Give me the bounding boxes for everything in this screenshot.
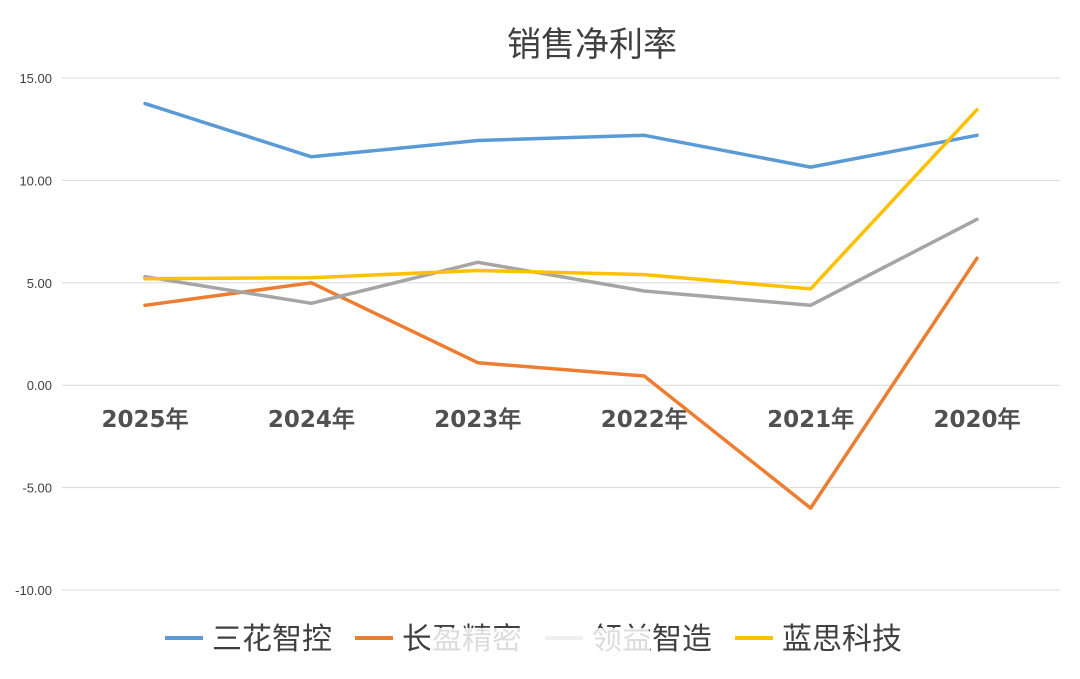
legend-label: 三花智控: [212, 622, 332, 657]
gridlines: [62, 77, 1060, 591]
x-tick-label: 2021年: [767, 406, 854, 433]
y-tick-label: -5.00: [22, 481, 52, 496]
y-axis: -10.00 -5.00 0.00 5.00 10.00 15.00: [15, 71, 52, 598]
series-line: [143, 256, 979, 510]
x-tick-label: 2025年: [101, 406, 188, 433]
y-tick-label: 10.00: [19, 173, 52, 188]
y-tick-label: 5.00: [27, 276, 52, 291]
series-line: [143, 107, 979, 291]
y-tick-label: 15.00: [19, 71, 52, 86]
y-tick-label: -10.00: [15, 583, 52, 598]
x-tick-label: 2022年: [601, 406, 688, 433]
x-tick-label: 2024年: [268, 406, 355, 433]
legend-label: 蓝思科技: [782, 622, 902, 657]
chart-title: 销售净利率: [507, 25, 677, 65]
watermark-overlay: [430, 628, 650, 666]
y-tick-label: 0.00: [27, 378, 52, 393]
series-line: [143, 217, 979, 308]
x-tick-label: 2020年: [933, 406, 1020, 433]
x-axis: 2025年 2024年 2023年 2022年 2021年 2020年: [101, 406, 1020, 433]
series-line: [143, 101, 979, 169]
series-lines: [143, 101, 979, 510]
x-tick-label: 2023年: [434, 406, 521, 433]
